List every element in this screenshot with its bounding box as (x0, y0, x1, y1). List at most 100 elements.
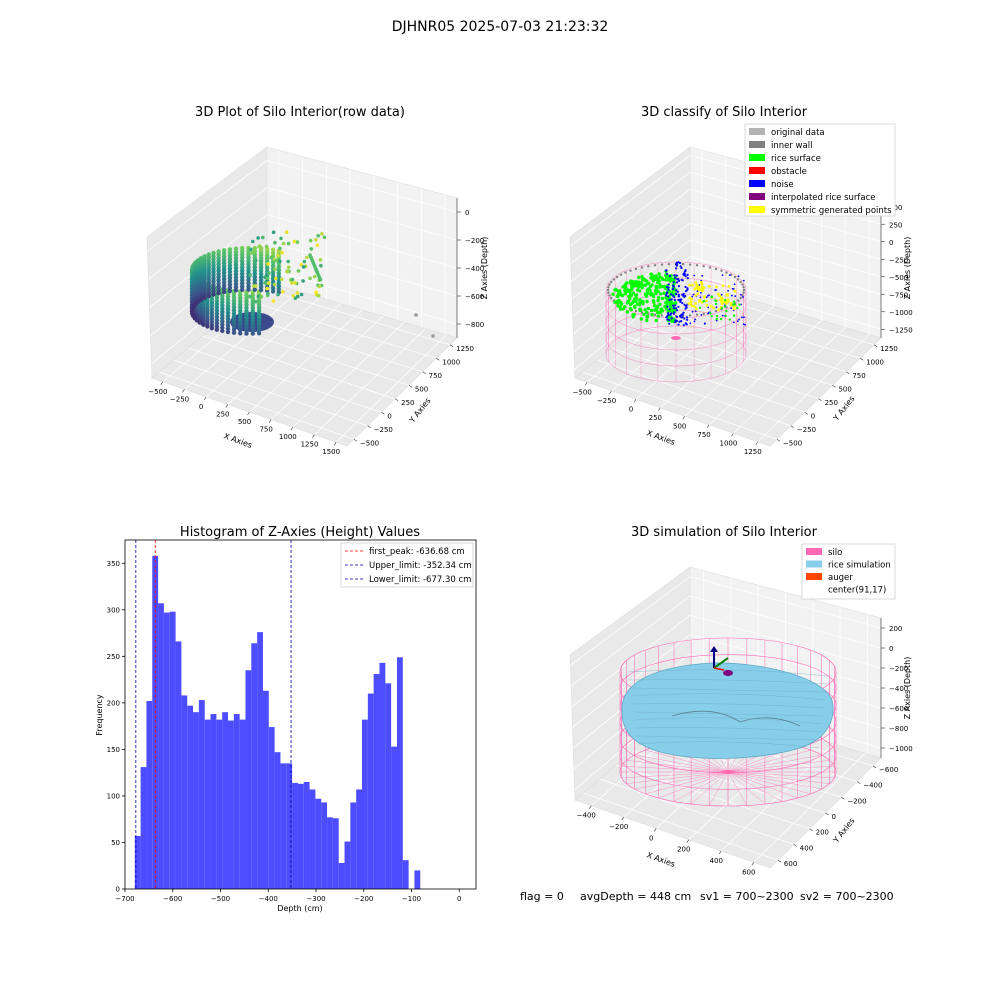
raw-data-point (265, 276, 270, 281)
x-tick-label: 0 (457, 895, 461, 903)
raw-data-point (206, 274, 211, 280)
classify-rice-surface-point (638, 307, 642, 311)
classify-symmetric-point (693, 287, 697, 291)
gridline (159, 371, 355, 440)
raw-data-point (221, 270, 227, 275)
histogram-bar (309, 789, 316, 889)
gridline (689, 239, 882, 295)
raw-data-point (206, 258, 211, 264)
x-tick-mark (333, 442, 337, 446)
x-tick-mark (225, 404, 229, 408)
raw-data-point (276, 292, 280, 297)
raw-data-point (274, 276, 278, 281)
status-avg-depth: avgDepth = 448 cm (580, 890, 691, 903)
raw-data-point (263, 275, 267, 280)
raw-data-point (227, 276, 233, 281)
classify-noise-point (672, 304, 675, 307)
classify-legend-label: inner wall (771, 141, 812, 151)
raw-data-point (299, 292, 304, 297)
raw-data-point (233, 288, 239, 293)
raw-data-point (256, 315, 262, 320)
raw-data-point (206, 255, 211, 260)
classify-symmetric-point (688, 283, 691, 287)
gridline (689, 595, 882, 649)
classify-rice-surface-point (662, 291, 666, 295)
simulation-legend-swatch (806, 560, 822, 568)
classify-legend-box (744, 123, 896, 217)
raw-data-point (209, 300, 215, 305)
z-tick-label: −800 (465, 321, 484, 329)
raw-data-point (265, 266, 270, 271)
classify-rice-surface-point (645, 318, 649, 323)
raw-data-point (258, 252, 264, 257)
classify-x-ticks: −500 −250 0 250 500 750 1000 1250 (573, 382, 762, 456)
raw-data-point (198, 281, 204, 287)
classify-noise-point (742, 323, 745, 326)
classify-rice-surface-point (658, 275, 662, 279)
raw-data-point (240, 287, 245, 292)
raw-data-point (240, 265, 245, 270)
classify-rice-surface-point (629, 280, 634, 285)
raw-data-point (308, 238, 313, 243)
raw-data-point (221, 276, 227, 282)
classify-noise-point (737, 275, 740, 278)
classify-3d-plot: 3D classify of Silo Interior −500 −250 0 25… (569, 105, 913, 456)
classify-rice-surface-point (649, 293, 653, 297)
gridline (147, 160, 268, 252)
silo-floor-spoke (709, 771, 729, 806)
raw-data-point (278, 259, 282, 264)
silo-floor-spoke (673, 771, 729, 802)
classify-rice-surface-point (724, 299, 727, 302)
classify-legend-swatch (749, 128, 765, 135)
classify-noise-point (667, 312, 670, 315)
classify-legend-label: interpolated rice surface (771, 193, 876, 203)
raw-data-point (198, 272, 204, 277)
x-tick-mark (719, 850, 722, 855)
raw-data-point (211, 289, 216, 294)
raw-data-point (214, 298, 220, 304)
y-tick-label: 350 (107, 560, 120, 568)
raw-data-point (198, 278, 204, 283)
silo-floor-spoke (727, 765, 835, 773)
raw-point-cloud (189, 230, 435, 338)
x-tick-label: −250 (170, 395, 189, 403)
raw-data-point (258, 265, 264, 270)
histogram-bars (134, 555, 421, 889)
y-tick-mark (422, 371, 426, 374)
z-tick-label: 0 (889, 239, 893, 247)
raw-data-point (272, 282, 277, 287)
raw-data-point (216, 268, 221, 273)
classify-noise-point (733, 283, 736, 286)
classify-noise-point (668, 319, 671, 322)
classify-rice-surface-point (624, 281, 629, 285)
raw-data-point (221, 264, 227, 269)
raw-data-point (211, 257, 216, 262)
raw-data-point (227, 272, 233, 278)
classify-rice-surface-point (623, 305, 627, 309)
raw-data-point (280, 250, 284, 255)
raw-data-point (201, 309, 206, 315)
classify-noise-point (715, 289, 717, 291)
silo-floor-spoke (727, 771, 830, 784)
classify-rice-surface-point (625, 310, 629, 314)
classify-rice-surface-point (714, 299, 718, 302)
gridline (266, 187, 458, 241)
raw-data-point (250, 318, 255, 323)
raw-data-point (214, 305, 220, 310)
raw-data-point (253, 284, 258, 288)
histogram-bar (338, 862, 345, 889)
raw-data-point (205, 298, 210, 304)
histogram-bar (163, 612, 170, 889)
raw-data-point (318, 258, 323, 262)
raw-data-point (209, 326, 215, 331)
gridline (187, 347, 382, 413)
classify-noise-point (732, 321, 735, 324)
raw-data-point (227, 256, 233, 262)
classify-noise-point (691, 295, 694, 298)
x-tick-label: 1000 (720, 439, 738, 447)
raw-data-point (250, 312, 255, 317)
histogram-bar (134, 835, 141, 889)
classify-symmetric-point (691, 283, 694, 287)
classify-rice-surface-point (637, 280, 641, 284)
